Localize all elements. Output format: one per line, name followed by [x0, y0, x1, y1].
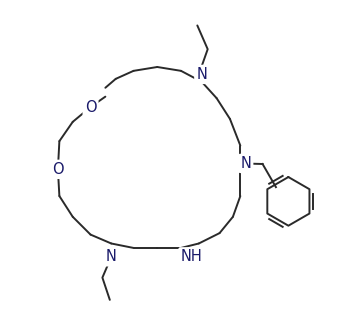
Text: N: N — [240, 156, 251, 171]
Text: O: O — [52, 162, 64, 177]
Text: O: O — [85, 99, 96, 115]
Text: N: N — [196, 67, 207, 82]
Text: NH: NH — [181, 249, 202, 264]
Text: N: N — [106, 249, 117, 264]
